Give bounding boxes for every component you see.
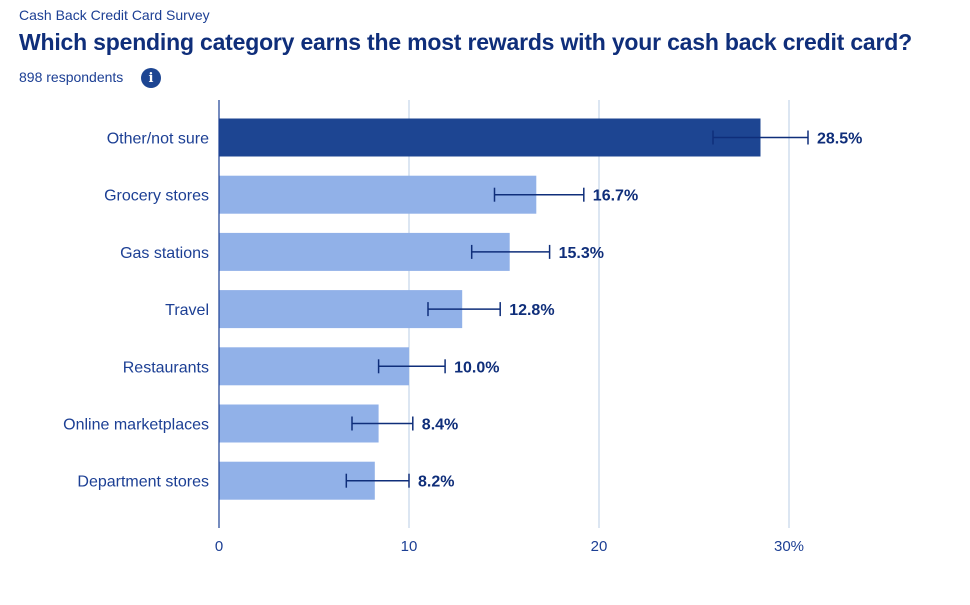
bar [219,175,537,214]
value-label: 10.0% [454,359,499,376]
value-label: 15.3% [559,245,604,262]
category-label: Restaurants [123,359,209,376]
value-label: 16.7% [593,188,638,205]
x-tick-label: 30% [774,538,804,555]
value-label: 12.8% [509,302,554,319]
category-label: Gas stations [120,245,209,262]
bar [219,118,761,157]
chart-title: Which spending category earns the most r… [19,29,912,55]
bar [219,347,409,386]
category-label: Travel [165,302,209,319]
value-label: 8.2% [418,474,454,491]
bar [219,232,510,271]
bar [219,290,463,329]
chart-supertitle: Cash Back Credit Card Survey [19,7,210,23]
respondent-count: 898 respondents [19,69,124,85]
category-label: Other/not sure [107,131,209,148]
x-tick-label: 0 [215,538,223,555]
x-tick-label: 10 [401,538,418,555]
category-label: Department stores [77,474,209,491]
category-label: Grocery stores [104,188,209,205]
value-label: 28.5% [817,131,862,148]
value-label: 8.4% [422,417,458,434]
info-icon[interactable]: i [141,68,161,88]
x-tick-label: 20 [591,538,608,555]
category-label: Online marketplaces [63,417,209,434]
